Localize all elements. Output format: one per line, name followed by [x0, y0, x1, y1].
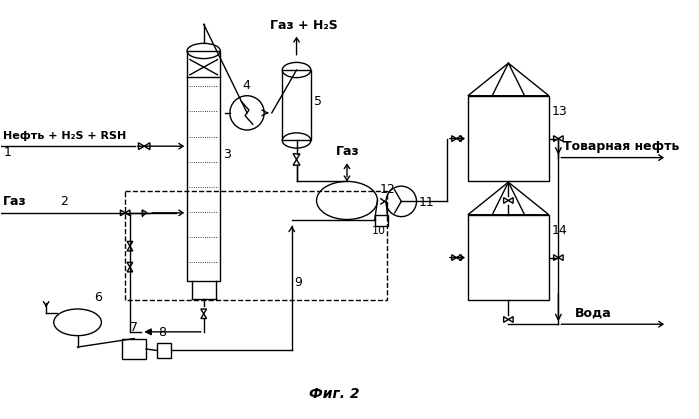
Bar — [282, 70, 311, 140]
Text: 4: 4 — [243, 79, 250, 92]
Bar — [468, 96, 549, 181]
Text: 7: 7 — [130, 321, 138, 334]
Bar — [157, 343, 171, 357]
Text: Вода: Вода — [575, 307, 612, 320]
Text: Газ: Газ — [3, 195, 27, 208]
Text: 9: 9 — [295, 276, 303, 289]
Text: 2: 2 — [60, 195, 69, 208]
Text: 8: 8 — [159, 326, 166, 339]
Bar — [187, 51, 220, 282]
Text: Фиг. 2: Фиг. 2 — [310, 388, 360, 401]
Text: 1: 1 — [3, 146, 11, 159]
Bar — [375, 215, 388, 226]
Text: 3: 3 — [223, 147, 231, 160]
Text: 10: 10 — [372, 226, 386, 236]
Bar — [125, 191, 387, 300]
Text: Товарная нефть: Товарная нефть — [563, 140, 679, 153]
Text: 5: 5 — [314, 95, 322, 108]
Bar — [122, 339, 146, 360]
Text: Газ + H₂S: Газ + H₂S — [270, 19, 338, 32]
Text: 14: 14 — [552, 224, 568, 237]
Text: 12: 12 — [380, 183, 395, 196]
Text: 6: 6 — [94, 291, 101, 304]
Text: Газ: Газ — [336, 145, 359, 158]
Text: 13: 13 — [552, 105, 568, 118]
Bar — [468, 215, 549, 300]
Text: 11: 11 — [419, 196, 434, 209]
Text: Нефть + H₂S + RSH: Нефть + H₂S + RSH — [3, 131, 127, 140]
